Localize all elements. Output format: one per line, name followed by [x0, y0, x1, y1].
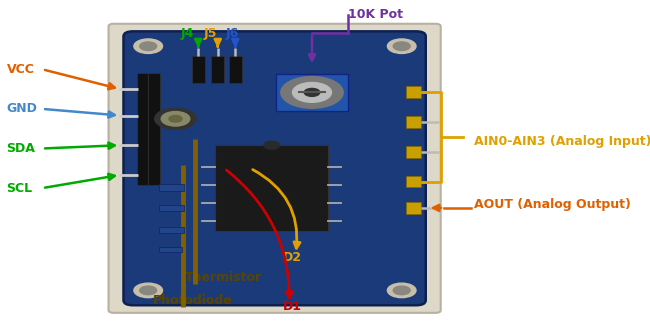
Text: J4: J4	[181, 26, 194, 40]
Bar	[192, 56, 205, 82]
Circle shape	[140, 286, 157, 295]
Bar	[159, 227, 184, 233]
Bar	[136, 73, 148, 185]
FancyBboxPatch shape	[124, 31, 426, 305]
Text: J6: J6	[226, 26, 239, 40]
Circle shape	[169, 115, 182, 122]
Bar	[406, 202, 421, 214]
Circle shape	[140, 42, 157, 50]
Text: Thermistor: Thermistor	[185, 271, 263, 284]
Text: D2: D2	[283, 251, 302, 264]
Bar	[211, 56, 224, 82]
Text: SCL: SCL	[6, 182, 32, 195]
Circle shape	[393, 42, 410, 50]
Bar	[214, 145, 328, 231]
Circle shape	[393, 286, 410, 295]
Text: AOUT (Analog Output): AOUT (Analog Output)	[474, 198, 631, 211]
Bar	[159, 184, 184, 191]
Circle shape	[263, 68, 361, 117]
Text: 10K Pot: 10K Pot	[348, 8, 403, 21]
Circle shape	[387, 39, 416, 53]
Circle shape	[161, 112, 190, 126]
Bar	[276, 74, 348, 111]
Text: GND: GND	[6, 102, 38, 115]
Text: AIN0-AIN3 (Analog Input): AIN0-AIN3 (Analog Input)	[474, 135, 650, 148]
Circle shape	[264, 141, 280, 149]
Circle shape	[134, 283, 162, 298]
Bar	[148, 73, 160, 185]
Text: J5: J5	[203, 26, 216, 40]
FancyBboxPatch shape	[109, 24, 441, 313]
Bar	[406, 86, 421, 98]
Circle shape	[155, 108, 196, 129]
Text: VCC: VCC	[6, 63, 34, 76]
Bar	[406, 146, 421, 158]
Circle shape	[281, 77, 343, 108]
Circle shape	[304, 88, 320, 96]
Bar	[159, 247, 182, 252]
Circle shape	[134, 39, 162, 53]
Circle shape	[292, 82, 332, 102]
Bar	[406, 176, 421, 187]
Bar	[229, 56, 242, 82]
Bar	[406, 116, 421, 128]
Text: D1: D1	[283, 300, 302, 314]
Bar	[159, 205, 184, 211]
Circle shape	[387, 283, 416, 298]
Text: Photodiode: Photodiode	[153, 294, 233, 307]
Text: SDA: SDA	[6, 142, 35, 155]
